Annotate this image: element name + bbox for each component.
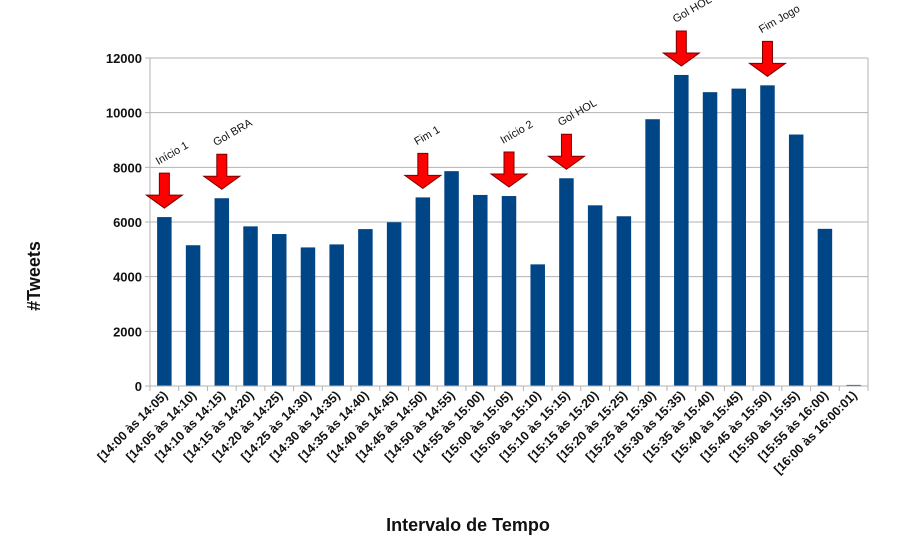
y-tick-label: 8000 xyxy=(113,160,142,175)
annotation-arrow-icon xyxy=(144,172,184,209)
bar xyxy=(846,384,861,386)
annotation-label: Fim Jogo xyxy=(757,3,802,36)
axes xyxy=(149,58,869,387)
bar xyxy=(358,229,373,386)
y-axis-title: #Tweets xyxy=(24,241,44,311)
bar xyxy=(788,134,804,386)
annotation-arrow-icon xyxy=(747,40,788,77)
annotation-arrow-icon xyxy=(546,133,586,170)
bar xyxy=(271,234,287,386)
bar xyxy=(616,216,632,386)
bar xyxy=(473,194,488,386)
annotation-label: Gol BRA xyxy=(211,117,255,149)
y-tick-label: 6000 xyxy=(113,215,142,230)
y-tick-label: 0 xyxy=(135,379,142,394)
y-tick-label: 2000 xyxy=(113,324,142,339)
x-axis-title: Intervalo de Tempo xyxy=(386,515,550,535)
annotation-label: Início 1 xyxy=(154,140,191,168)
bar xyxy=(587,205,603,386)
y-tick-label: 4000 xyxy=(113,270,142,285)
bar xyxy=(157,217,172,386)
annotation-label: Gol HOL xyxy=(671,0,714,26)
x-axis-ticks: [14:00 às 14:05)[14:05 às 14:10)[14:10 à… xyxy=(95,386,869,477)
annotation-arrow-icon xyxy=(403,152,443,190)
bar xyxy=(645,119,660,386)
bar xyxy=(731,88,747,386)
bars xyxy=(157,74,861,387)
bar xyxy=(329,244,344,386)
bar xyxy=(817,228,833,386)
bar xyxy=(559,178,574,386)
annotation-arrow-icon xyxy=(202,153,242,190)
bar xyxy=(674,74,689,387)
bar xyxy=(386,222,402,386)
bar xyxy=(415,197,431,386)
annotation-label: Fim 1 xyxy=(412,124,442,148)
bar xyxy=(214,198,230,386)
bar xyxy=(501,196,517,386)
y-axis-ticks: 0 2000 4000 6000 8000 10000 12000 xyxy=(106,51,150,394)
y-tick-label: 12000 xyxy=(106,51,142,66)
bar xyxy=(300,247,316,386)
annotation-arrow-icon xyxy=(489,151,529,188)
bar xyxy=(444,171,459,386)
annotation-arrow-icon xyxy=(661,30,701,67)
y-tick-label: 10000 xyxy=(106,106,142,121)
bar xyxy=(702,92,718,387)
annotation-label: Início 2 xyxy=(499,119,536,147)
bar xyxy=(530,264,545,386)
bar xyxy=(243,226,258,386)
bar xyxy=(760,85,775,386)
bar xyxy=(185,245,201,386)
